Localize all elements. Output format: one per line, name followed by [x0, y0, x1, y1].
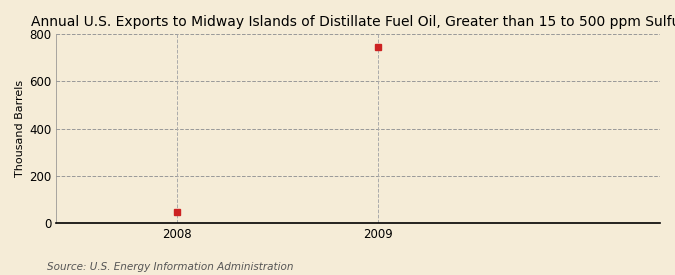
Title: Annual U.S. Exports to Midway Islands of Distillate Fuel Oil, Greater than 15 to: Annual U.S. Exports to Midway Islands of…: [30, 15, 675, 29]
Y-axis label: Thousand Barrels: Thousand Barrels: [15, 80, 25, 177]
Text: Source: U.S. Energy Information Administration: Source: U.S. Energy Information Administ…: [47, 262, 294, 272]
